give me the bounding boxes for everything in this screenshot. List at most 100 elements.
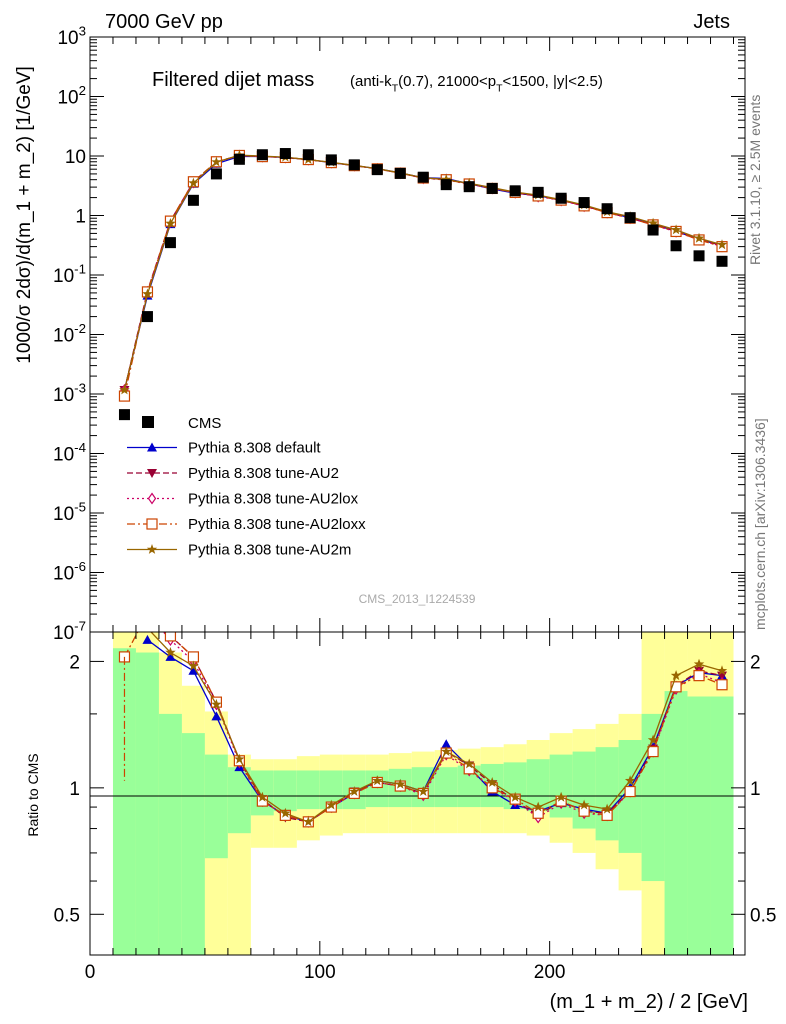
y-tick-label: 102 — [57, 83, 86, 109]
data-point — [670, 240, 682, 252]
data-point — [187, 194, 199, 206]
data-point — [601, 203, 613, 215]
ratio-tick-label-right: 1 — [750, 779, 761, 800]
stat-band-inner — [641, 713, 665, 882]
upper-plot: Filtered dijet mass 10-7 10-6 10-5 10-4 10-3… — [53, 23, 746, 644]
data-point — [233, 153, 245, 165]
series-point — [693, 232, 705, 243]
ratio-y-label: Ratio to CMS — [25, 753, 41, 836]
y-tick-label: 10-6 — [53, 559, 86, 585]
stat-band-inner — [273, 770, 297, 812]
series-point — [670, 224, 682, 235]
ratio-tick-label: 2 — [69, 652, 80, 673]
ratio-tick-label-right: 0.5 — [750, 905, 776, 926]
data-point — [417, 171, 429, 183]
ratio-point — [142, 609, 152, 619]
ratio-point — [716, 679, 728, 691]
data-point — [302, 149, 314, 161]
data-point — [348, 159, 360, 171]
ratio-point — [188, 665, 199, 675]
series-point — [188, 177, 199, 188]
legend: CMS Pythia 8.308 default Pythia 8.308 tune… — [127, 415, 366, 559]
data-point — [716, 255, 728, 267]
legend-marker — [146, 544, 158, 554]
ratio-point — [165, 651, 176, 661]
data-point — [371, 164, 383, 176]
y-tick-label: 1 — [75, 207, 86, 228]
ratio-axes: 0 100 200 0.5 0.5 1 1 2 2 — [54, 632, 776, 983]
ratio-point — [257, 791, 268, 802]
ratio-point — [165, 647, 176, 657]
stat-band-inner — [227, 767, 251, 834]
data-point — [532, 186, 544, 198]
ratio-point — [532, 807, 544, 819]
legend-marker — [146, 518, 158, 530]
y-tick-label: 10-3 — [53, 380, 86, 406]
ratio-point — [211, 711, 222, 721]
series-line — [123, 154, 723, 391]
rivet-label: Rivet 3.1.10, ≥ 2.5M events — [747, 95, 763, 265]
ratio-point — [280, 807, 291, 818]
stat-band-inner — [365, 770, 389, 808]
ratio-point — [441, 746, 452, 756]
ratio-point — [464, 758, 475, 769]
stat-band-inner — [710, 696, 734, 955]
ratio-point — [142, 603, 152, 612]
ratio-point — [624, 775, 636, 786]
ratio-tick-label: 0.5 — [54, 905, 80, 926]
stat-band-inner — [158, 713, 182, 955]
data-point — [394, 167, 406, 179]
ratio-point — [578, 805, 590, 817]
ratio-point — [188, 660, 199, 671]
ratio-point — [509, 791, 521, 802]
data-point — [141, 311, 153, 323]
ratio-point — [693, 670, 705, 682]
y-tick-label: 10-2 — [53, 321, 86, 347]
data-point — [440, 179, 452, 191]
series-point — [142, 288, 153, 299]
data-point — [256, 149, 268, 161]
data-point — [624, 212, 636, 224]
ratio-point — [349, 786, 360, 796]
ratio-point — [670, 681, 682, 693]
ratio-point — [187, 651, 200, 663]
ratio-point — [601, 809, 613, 821]
y-axis-label: 1000/σ 2dσ)/d(m_1 + m_2) [1/GeV] — [14, 66, 35, 364]
stat-band-inner — [319, 770, 343, 810]
stat-band-inner — [457, 765, 481, 808]
series-point — [211, 156, 222, 167]
stat-band-inner — [296, 770, 320, 810]
y-tick-label: 10 — [65, 147, 86, 168]
y-tick-label: 10-5 — [53, 499, 86, 525]
data-point — [210, 168, 222, 180]
ratio-point — [670, 670, 682, 681]
ratio-point — [234, 753, 245, 764]
ratio-point — [716, 665, 728, 676]
ratio-plot: 0 100 200 0.5 0.5 1 1 2 2 — [54, 603, 776, 983]
data-point — [647, 224, 659, 236]
ratio-point — [418, 786, 429, 796]
ratio-point — [211, 698, 222, 709]
y-tick-label: 10-4 — [53, 440, 86, 466]
ratio-point — [578, 799, 590, 810]
data-point — [279, 148, 291, 160]
data-point — [463, 181, 475, 193]
data-point — [578, 197, 590, 209]
upper-axes: 10-7 10-6 10-5 10-4 10-3 10-2 10-1 1 10 102 103 — [53, 23, 745, 644]
series-point — [119, 384, 130, 395]
data-point — [509, 185, 521, 197]
stat-band-inner — [526, 759, 550, 812]
ratio-point — [624, 785, 636, 798]
series-point — [165, 218, 176, 228]
ratio-point — [144, 632, 151, 633]
y-tick-label: 10-7 — [53, 618, 86, 644]
series-point — [118, 390, 131, 402]
legend-label: Pythia 8.308 tune-AU2lox — [188, 491, 359, 508]
x-tick-label: 100 — [304, 962, 336, 983]
series-point — [716, 239, 728, 250]
category-label: Jets — [693, 11, 730, 33]
y-tick-label: 10-1 — [53, 261, 86, 287]
y-tick-label: 103 — [57, 23, 86, 49]
series-line — [123, 155, 723, 391]
